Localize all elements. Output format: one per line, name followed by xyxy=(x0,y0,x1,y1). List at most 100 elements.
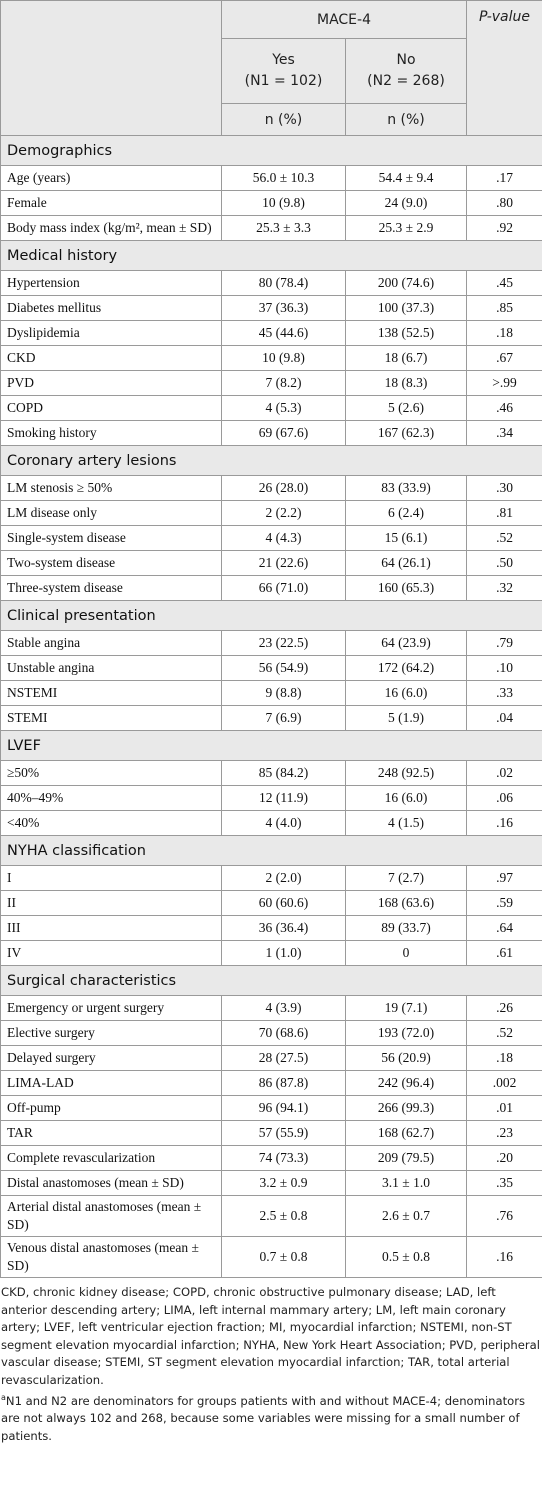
head-row: Yes (N1 = 102) No (N2 = 268) xyxy=(1,38,542,104)
count-cell: 86 (87.8) xyxy=(221,1070,346,1096)
count-cell: 0 xyxy=(345,940,467,966)
row-label: PVD xyxy=(0,370,222,396)
section-title: Demographics xyxy=(0,135,542,166)
p-value: .01 xyxy=(466,1095,542,1121)
p-value: .80 xyxy=(466,190,542,216)
p-value: .16 xyxy=(466,810,542,836)
p-value: .85 xyxy=(466,295,542,321)
count-cell: 10 (9.8) xyxy=(221,190,346,216)
p-value: .33 xyxy=(466,680,542,706)
count-cell: 1 (1.0) xyxy=(221,940,346,966)
p-value: .45 xyxy=(466,270,542,296)
data-row: Diabetes mellitus 37 (36.3) 100 (37.3) .85 xyxy=(0,295,542,321)
count-cell: 10 (9.8) xyxy=(221,345,346,371)
section-title: LVEF xyxy=(0,730,542,761)
count-cell: 85 (84.2) xyxy=(221,760,346,786)
count-cell: 7 (2.7) xyxy=(345,865,467,891)
count-cell: 12 (11.9) xyxy=(221,785,346,811)
row-label: LM stenosis ≥ 50% xyxy=(0,475,222,501)
count-cell: 172 (64.2) xyxy=(345,655,467,681)
count-cell: 25.3 ± 2.9 xyxy=(345,215,467,241)
data-row: STEMI 7 (6.9) 5 (1.9) .04 xyxy=(0,705,542,731)
col-head: No (N2 = 268) xyxy=(345,38,467,104)
p-value: .16 xyxy=(466,1236,542,1278)
footnotes: CKD, chronic kidney disease; COPD, chron… xyxy=(0,1278,542,1445)
data-row: CKD 10 (9.8) 18 (6.7) .67 xyxy=(0,345,542,371)
p-value: .52 xyxy=(466,1020,542,1046)
count-cell: 4 (5.3) xyxy=(221,395,346,421)
col-unit: n (%) xyxy=(345,103,467,136)
data-row: <40% 4 (4.0) 4 (1.5) .16 xyxy=(0,810,542,836)
data-row: Dyslipidemia 45 (44.6) 138 (52.5) .18 xyxy=(0,320,542,346)
p-value: .59 xyxy=(466,890,542,916)
count-cell: 96 (94.1) xyxy=(221,1095,346,1121)
count-cell: 167 (62.3) xyxy=(345,420,467,446)
count-cell: 5 (1.9) xyxy=(345,705,467,731)
data-row: LM stenosis ≥ 50% 26 (28.0) 83 (33.9) .30 xyxy=(0,475,542,501)
data-row: III 36 (36.4) 89 (33.7) .64 xyxy=(0,915,542,941)
count-cell: 23 (22.5) xyxy=(221,630,346,656)
count-cell: 242 (96.4) xyxy=(345,1070,467,1096)
row-label: IV xyxy=(0,940,222,966)
section-row: LVEF xyxy=(0,730,542,761)
note-text: N1 and N2 are denominators for groups pa… xyxy=(1,1393,526,1443)
data-row: Emergency or urgent surgery 4 (3.9) 19 (7.… xyxy=(0,995,542,1021)
data-row: Three-system disease 66 (71.0) 160 (65.3).… xyxy=(0,575,542,601)
row-label: STEMI xyxy=(0,705,222,731)
data-row: TAR 57 (55.9) 168 (62.7) .23 xyxy=(0,1120,542,1146)
p-value: .52 xyxy=(466,525,542,551)
p-value: .46 xyxy=(466,395,542,421)
group-head: MACE-4 xyxy=(221,0,467,39)
count-cell: 100 (37.3) xyxy=(345,295,467,321)
row-label: Venous distal anastomoses (mean ± SD) xyxy=(0,1236,222,1278)
count-cell: 4 (3.9) xyxy=(221,995,346,1021)
count-cell: 168 (63.6) xyxy=(345,890,467,916)
pvalue-head: P-value xyxy=(466,0,542,136)
data-row: Off-pump 96 (94.1) 266 (99.3) .01 xyxy=(0,1095,542,1121)
row-label: LM disease only xyxy=(0,500,222,526)
count-cell: 4 (4.0) xyxy=(221,810,346,836)
section-title: Coronary artery lesions xyxy=(0,445,542,476)
p-value: .81 xyxy=(466,500,542,526)
count-cell: 6 (2.4) xyxy=(345,500,467,526)
data-row: LM disease only 2 (2.2) 6 (2.4) .81 xyxy=(0,500,542,526)
row-label: Three-system disease xyxy=(0,575,222,601)
count-cell: 3.1 ± 1.0 xyxy=(345,1170,467,1196)
note-marker: a xyxy=(1,1393,6,1402)
data-row: LIMA-LAD 86 (87.8) 242 (96.4) .002 xyxy=(0,1070,542,1096)
row-label: Complete revascularization xyxy=(0,1145,222,1171)
section-row: Coronary artery lesions xyxy=(0,445,542,476)
row-label: CKD xyxy=(0,345,222,371)
p-value: .23 xyxy=(466,1120,542,1146)
data-row: Female 10 (9.8) 24 (9.0) .80 xyxy=(0,190,542,216)
row-label: Off-pump xyxy=(0,1095,222,1121)
row-label: Smoking history xyxy=(0,420,222,446)
count-cell: 2.6 ± 0.7 xyxy=(345,1195,467,1237)
data-row: 40%–49% 12 (11.9) 16 (6.0) .06 xyxy=(0,785,542,811)
row-label: Body mass index (kg/m², mean ± SD) xyxy=(0,215,222,241)
p-value: .67 xyxy=(466,345,542,371)
data-row: Age (years) 56.0 ± 10.3 54.4 ± 9.4.17 xyxy=(0,165,542,191)
data-table: MACE-4 P-value Yes (N1 = 102) No (N2 = 268… xyxy=(0,0,542,1278)
col-n: (N1 = 102) xyxy=(244,73,323,89)
count-cell: 193 (72.0) xyxy=(345,1020,467,1046)
count-cell: 209 (79.5) xyxy=(345,1145,467,1171)
count-cell: 64 (23.9) xyxy=(345,630,467,656)
count-cell: 7 (6.9) xyxy=(221,705,346,731)
row-label: Distal anastomoses (mean ± SD) xyxy=(0,1170,222,1196)
count-cell: 2 (2.2) xyxy=(221,500,346,526)
col-n: (N2 = 268) xyxy=(367,73,445,89)
head-row: MACE-4 P-value xyxy=(0,0,542,136)
table-body: Demographics Age (years) 56.0 ± 10.3 54.4 ±… xyxy=(0,135,542,1278)
count-cell: 57 (55.9) xyxy=(221,1120,346,1146)
p-value: .64 xyxy=(466,915,542,941)
data-row: Distal anastomoses (mean ± SD) 3.2 ± 0.9 3… xyxy=(0,1170,542,1196)
data-row: Single-system disease 4 (4.3) 15 (6.1) .52 xyxy=(0,525,542,551)
section-title: Clinical presentation xyxy=(0,600,542,631)
section-title: Surgical characteristics xyxy=(0,965,542,996)
p-value: .17 xyxy=(466,165,542,191)
p-value: .61 xyxy=(466,940,542,966)
count-cell: 4 (1.5) xyxy=(345,810,467,836)
count-cell: 18 (8.3) xyxy=(345,370,467,396)
